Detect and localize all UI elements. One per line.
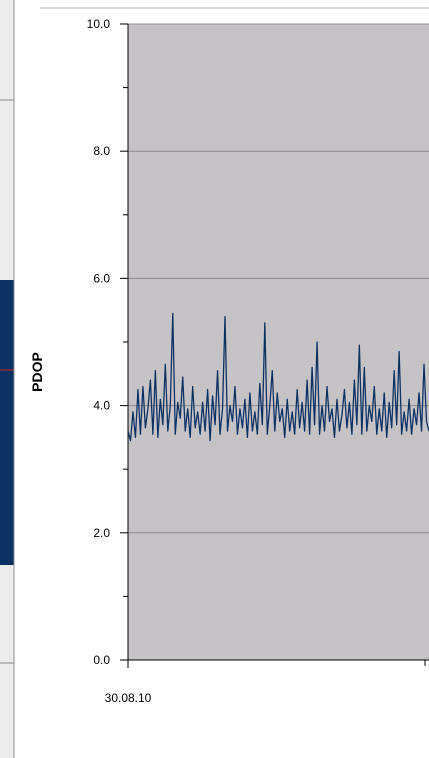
x-axis: 30.08.10 (105, 659, 429, 705)
series-line-pdop (127, 312, 429, 442)
left-panel-plot-fill (0, 280, 14, 565)
plot-area (128, 24, 429, 660)
y-axis: 0.0 2.0 4.0 6.0 8.0 10.0 (87, 17, 129, 667)
left-cropped-panel (0, 0, 15, 758)
series-layer (127, 312, 429, 442)
y-tick-label: 4.0 (93, 399, 110, 413)
x-tick-label: 30.08.10 (105, 691, 152, 705)
y-tick-label: 8.0 (93, 144, 110, 158)
y-tick-label: 2.0 (93, 526, 110, 540)
y-tick-label: 0.0 (93, 653, 110, 667)
y-tick-label: 10.0 (87, 17, 111, 31)
y-axis-title: PDOP (29, 352, 45, 392)
y-tick-label: 6.0 (93, 271, 110, 285)
